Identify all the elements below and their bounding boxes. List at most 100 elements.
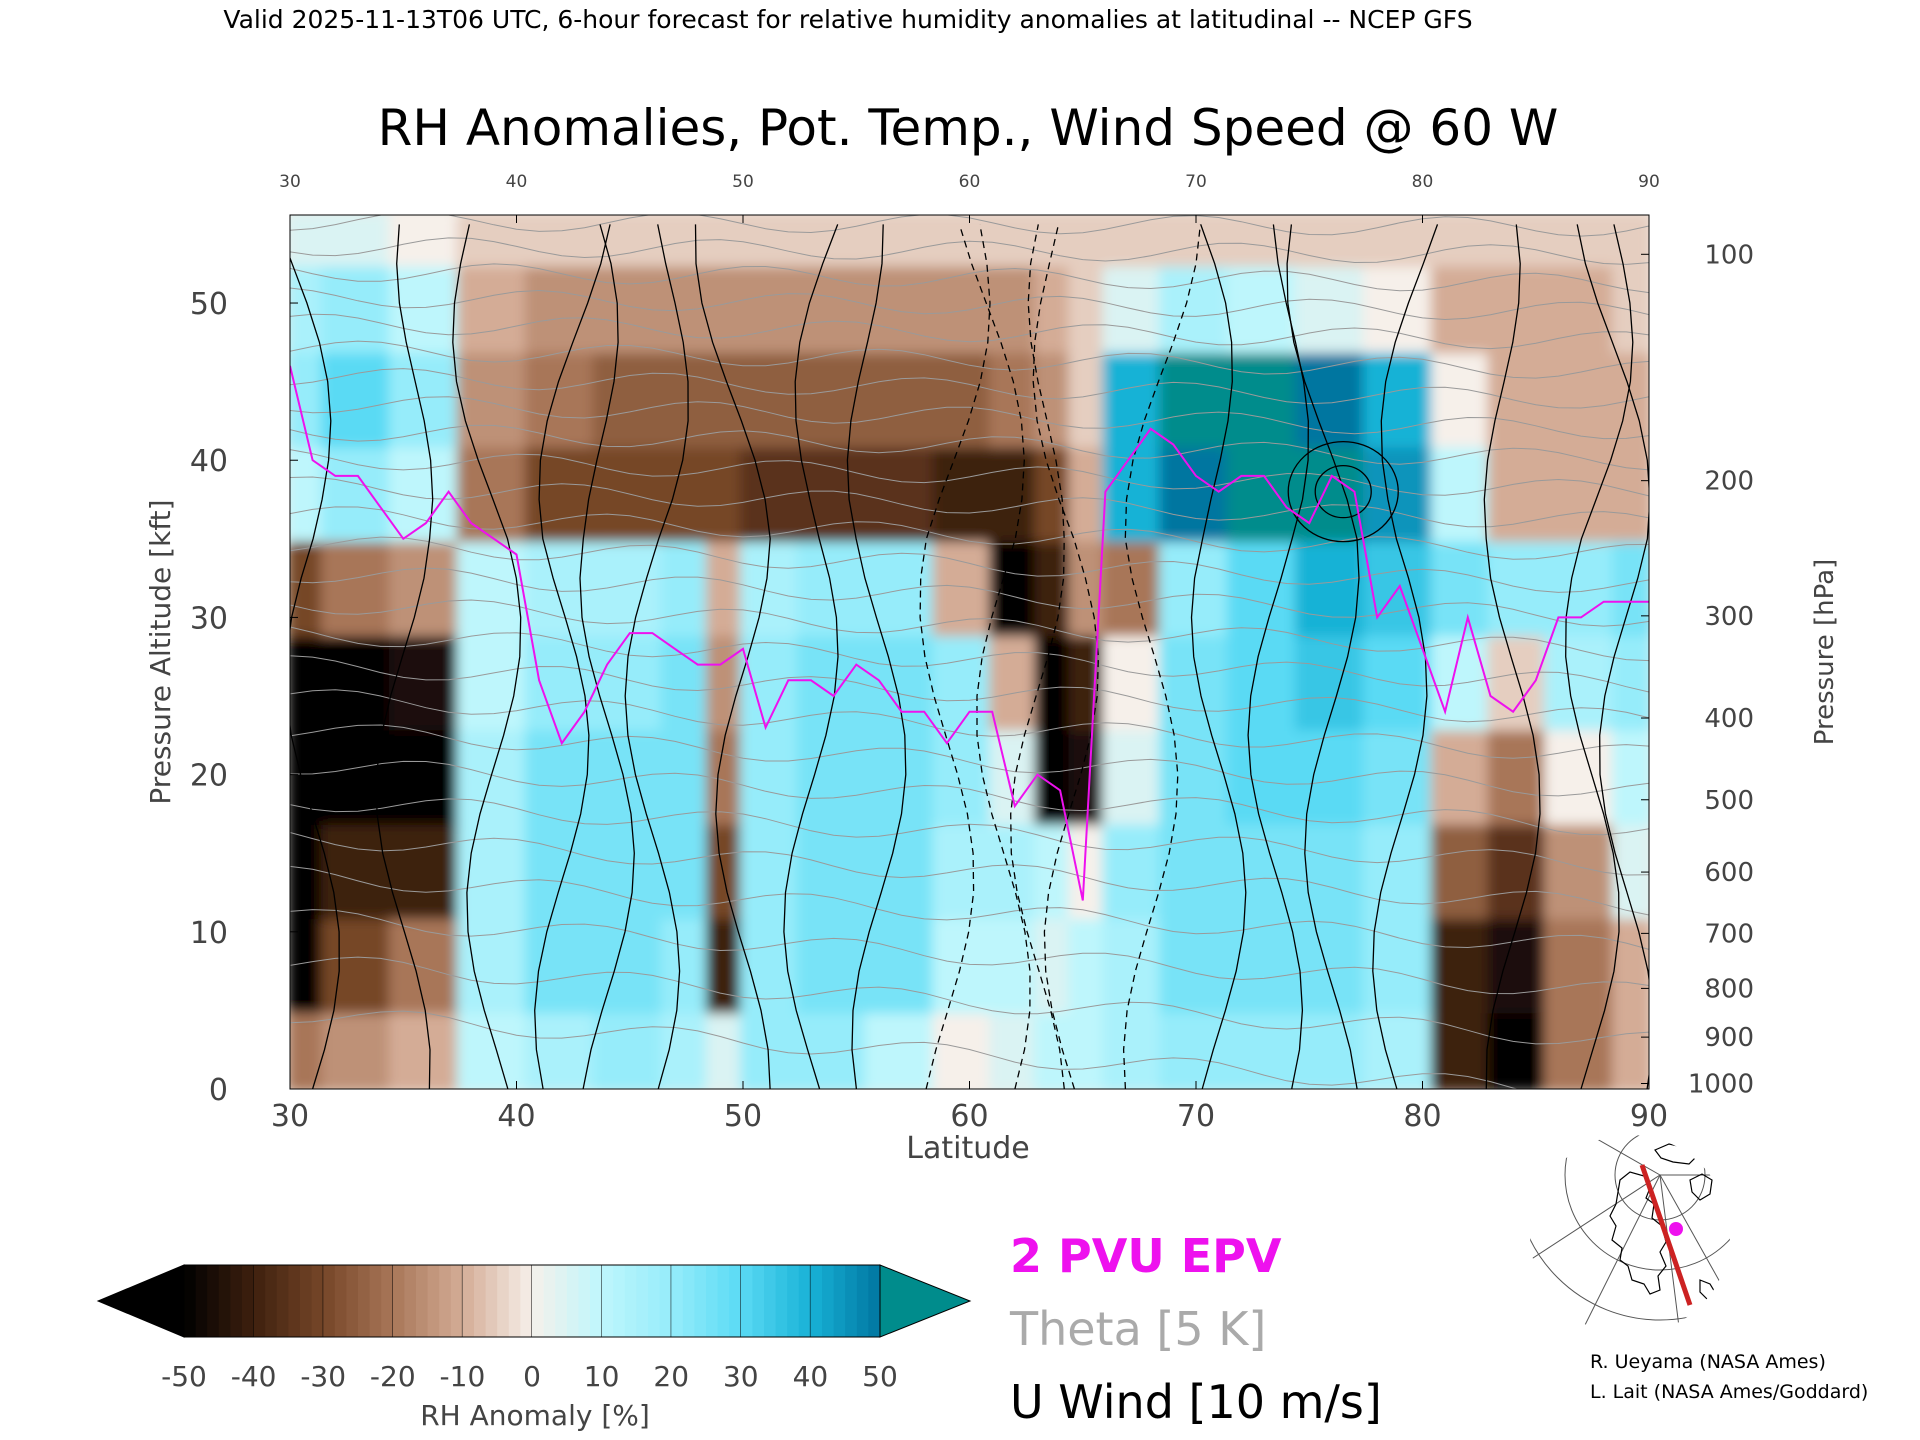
chart-title: RH Anomalies, Pot. Temp., Wind Speed @ 6… <box>378 99 1559 157</box>
colorbar-extend-high <box>879 1264 972 1338</box>
colorbar-swatch <box>694 1265 707 1337</box>
u-wind-contour <box>846 224 907 1089</box>
y-tick-label-right: 1000 <box>1688 1069 1754 1099</box>
rh-cell <box>592 1007 667 1089</box>
rh-cell <box>1159 913 1233 1014</box>
rh-cell <box>524 630 599 731</box>
u-wind-contour <box>1565 224 1634 1089</box>
colorbar-swatch <box>845 1265 858 1337</box>
u-wind-contour <box>958 224 1031 1089</box>
rh-cell <box>796 1007 871 1089</box>
colorbar-cell <box>462 1265 533 1337</box>
rh-cell <box>932 630 996 731</box>
rh-cell <box>1487 1007 1551 1089</box>
colorbar-cell <box>532 1265 603 1337</box>
rh-cell <box>1226 724 1301 825</box>
colorbar-swatch <box>601 1265 614 1337</box>
rh-cell <box>524 260 599 354</box>
rh-cell <box>1544 347 1619 448</box>
rh-cell <box>320 260 395 354</box>
colorbar-swatch <box>671 1265 684 1337</box>
rh-cell <box>1159 260 1233 354</box>
theta-contour <box>290 626 1649 693</box>
y-axis-right-label: Pressure [hPa] <box>1810 559 1840 746</box>
colorbar-swatch <box>555 1265 568 1337</box>
theta-contour <box>290 956 1649 1045</box>
theta-contour <box>290 689 1649 759</box>
rh-cell <box>740 1007 803 1089</box>
rh-cell <box>1430 215 1494 267</box>
cross-section-line <box>1639 1164 1693 1306</box>
u-wind-contour <box>579 224 635 1089</box>
rh-cell <box>740 347 803 448</box>
colorbar-swatch <box>276 1265 289 1337</box>
rh-cell <box>864 818 939 920</box>
colorbar-swatch <box>195 1265 208 1337</box>
y-tick-label-right: 600 <box>1704 858 1754 888</box>
theta-contour <box>290 340 1649 379</box>
rh-cell <box>989 1007 1041 1089</box>
rh-cell <box>864 347 939 448</box>
colorbar-swatch <box>404 1265 417 1337</box>
rh-cell <box>989 215 1041 267</box>
y-tick-label-right: 800 <box>1704 974 1754 1004</box>
theta-contour <box>290 313 1649 350</box>
rh-cell <box>1159 724 1233 825</box>
x-axis-bottom: 30 40 50 60 70 80 90 <box>271 1081 1668 1134</box>
rh-cell <box>989 441 1041 542</box>
rh-cell <box>1544 913 1619 1014</box>
theta-contour <box>290 798 1649 876</box>
rh-cell <box>706 724 746 825</box>
u-wind-contour <box>452 224 522 1089</box>
rh-cell <box>388 913 463 1014</box>
rh-cell <box>524 535 599 637</box>
rh-cell <box>1102 818 1166 920</box>
rh-cell <box>1294 215 1369 267</box>
rh-cell <box>740 215 803 267</box>
rh-cell <box>592 347 667 448</box>
rh-cell <box>1226 913 1301 1014</box>
rh-cell <box>989 818 1041 920</box>
colorbar-swatch <box>253 1265 266 1337</box>
rh-cell <box>1294 535 1369 637</box>
theta-contour <box>290 287 1649 321</box>
rh-cell <box>1430 818 1494 920</box>
colorbar-swatch <box>590 1265 603 1337</box>
rh-cell <box>796 260 871 354</box>
rh-cell <box>932 441 996 542</box>
rh-cell <box>989 630 1041 731</box>
x-tick-label: 90 <box>1630 1099 1668 1134</box>
u-wind-contour <box>1286 224 1360 1089</box>
u-wind-contour <box>1483 224 1541 1089</box>
colorbar-swatch <box>729 1265 742 1337</box>
credit-line-1: R. Ueyama (NASA Ames) <box>1590 1351 1826 1373</box>
theta-contour <box>290 449 1649 497</box>
u-wind-contour <box>919 224 991 1089</box>
colorbar-swatch <box>218 1265 231 1337</box>
rh-cell <box>592 913 667 1014</box>
colorbar-swatch <box>706 1265 719 1337</box>
rh-cell <box>388 724 463 825</box>
rh-cell <box>1294 260 1369 354</box>
rh-cell <box>524 913 599 1014</box>
x-tick-label: 80 <box>1403 1099 1441 1134</box>
rh-cell <box>1068 1007 1109 1089</box>
theta-contour <box>290 760 1649 836</box>
rh-cell <box>706 441 746 542</box>
theta-contour <box>290 237 1649 265</box>
colorbar-swatch <box>392 1265 405 1337</box>
map-coastlines <box>1609 1143 1717 1301</box>
rh-cell <box>1034 347 1075 448</box>
rh-cell <box>932 215 996 267</box>
colorbar-swatch <box>288 1265 301 1337</box>
plot-area <box>289 214 1650 1090</box>
colorbar-cell <box>601 1265 672 1337</box>
colorbar-swatch <box>543 1265 556 1337</box>
colorbar-cell <box>253 1265 324 1337</box>
rh-cell <box>660 913 713 1014</box>
rh-cell <box>320 818 395 920</box>
rh-cell <box>1102 535 1166 637</box>
rh-cell <box>1487 724 1551 825</box>
y-tick-label-right: 300 <box>1704 602 1754 632</box>
